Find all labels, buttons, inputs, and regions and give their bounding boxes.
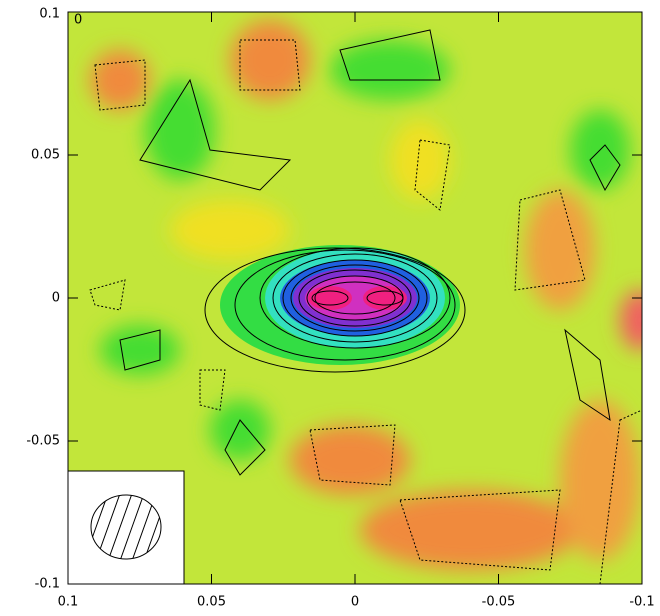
panel-label: 0 <box>74 13 82 28</box>
x-tick-label: 0.05 <box>197 595 226 610</box>
y-tick-label: 0.1 <box>39 7 60 22</box>
x-tick-label: -0.1 <box>629 595 654 610</box>
map <box>68 12 642 584</box>
y-tick-label: -0.05 <box>26 434 60 449</box>
x-tick-label: 0 <box>351 595 359 610</box>
x-tick-label: 0.1 <box>58 595 79 610</box>
x-tick-label: -0.05 <box>482 595 516 610</box>
y-tick-label: -0.1 <box>35 577 60 592</box>
y-tick-label: 0 <box>52 291 60 306</box>
y-tick-label: 0.05 <box>31 148 60 163</box>
